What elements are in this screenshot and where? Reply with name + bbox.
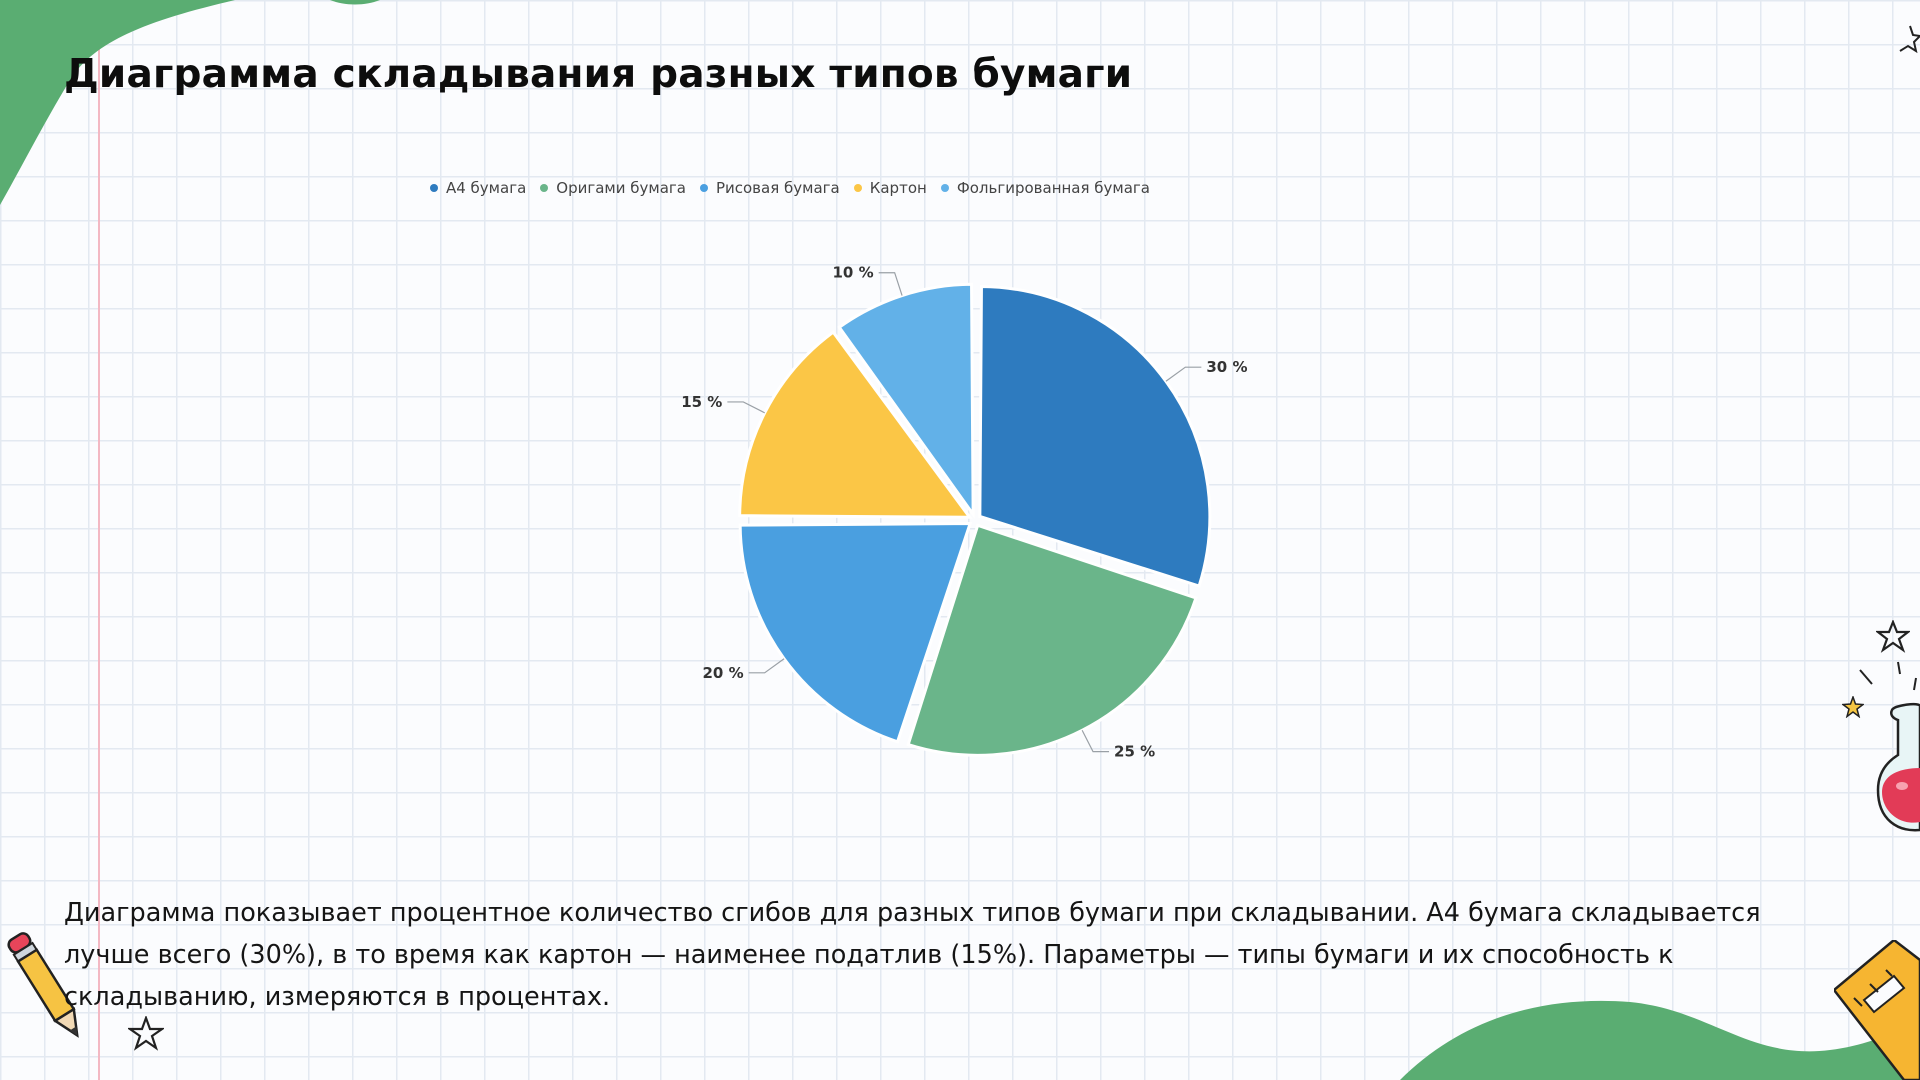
pencil-icon [7,932,79,1038]
legend-label: Фольгированная бумага [956,179,1150,197]
legend-color-dot [940,184,949,192]
legend-item[interactable]: Оригами бумага [540,179,686,197]
pie-leader-line [748,658,785,674]
legend-item[interactable]: Картон [853,179,927,197]
pie-data-label: 15 % [681,393,722,411]
legend-color-dot [429,184,438,192]
notebook-margin-line [98,0,100,1080]
pie-leader-line [727,401,765,414]
legend-item[interactable]: Фольгированная бумага [940,179,1150,197]
pie-leader-line [1081,730,1110,753]
pie-data-label: 10 % [833,264,874,282]
chart-legend: А4 бумага Оригами бумага Рисовая бумага Кар… [0,178,1580,197]
legend-item[interactable]: Рисовая бумага [699,179,840,197]
pie-chart-svg: 30 % 25 % 20 % 15 % 10 % [681,264,1247,761]
legend-color-dot [699,184,708,192]
chart-description: Диаграмма показывает процентное количест… [64,898,1761,1012]
legend-label: Картон [869,179,927,197]
legend-color-dot [853,184,862,192]
pie-chart: 30 % 25 % 20 % 15 % 10 % [560,160,1360,780]
flask-icon [1859,661,1920,832]
star-icon-right [1876,620,1910,653]
star-icon-top-right [1899,25,1920,54]
small-yellow-star-icon [1842,696,1864,718]
legend-label: А4 бумага [445,179,527,197]
pie-slice[interactable] [738,330,973,519]
legend-color-dot [540,184,549,192]
pie-data-label: 25 % [1114,743,1155,761]
page-title: Диаграмма складывания разных типов бумаг… [64,52,1133,97]
green-blob-bottom-right-decoration [1400,1000,1920,1080]
green-blob-top-left-decoration [0,0,380,205]
star-icon-bottom-left [128,1016,164,1051]
pie-data-label: 20 % [703,664,744,682]
pie-slice[interactable] [978,284,1212,588]
pie-leader-line [1165,366,1202,382]
pie-leader-line [878,272,903,296]
pie-slice[interactable] [738,522,973,744]
legend-label: Рисовая бумага [715,179,840,197]
pie-data-label: 30 % [1206,358,1247,376]
ruler-icon [1834,940,1920,1080]
legend-label: Оригами бумага [556,179,686,197]
legend-item[interactable]: А4 бумага [429,179,527,197]
pie-slice[interactable] [906,523,1198,757]
